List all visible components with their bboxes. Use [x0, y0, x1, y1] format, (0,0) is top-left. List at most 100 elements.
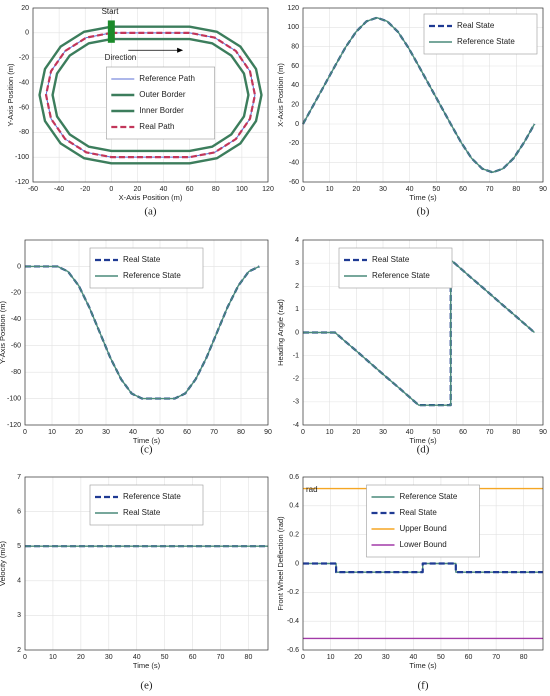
y-tick-label: 5 — [17, 543, 21, 550]
series-line — [25, 265, 260, 400]
y-tick-label: 0 — [295, 560, 299, 567]
x-tick-label: 30 — [379, 429, 387, 436]
y-tick-label: 0 — [295, 121, 299, 128]
y-tick-label: 3 — [17, 612, 21, 619]
series-line — [38, 25, 263, 165]
x-tick-label: 40 — [409, 654, 417, 661]
legend-label: Reference State — [372, 271, 430, 280]
x-tick-label: 70 — [486, 429, 494, 436]
x-tick-label: 40 — [133, 654, 141, 661]
y-tick-label: -100 — [15, 154, 29, 161]
x-tick-label: 20 — [75, 429, 83, 436]
x-tick-label: 80 — [237, 429, 245, 436]
panel-label: (c) — [140, 444, 153, 456]
y-tick-label: 3 — [295, 260, 299, 267]
x-tick-label: 30 — [382, 654, 390, 661]
legend-label: Real State — [123, 255, 161, 264]
legend-label: Real Path — [139, 122, 174, 131]
x-tick-label: 30 — [379, 186, 387, 193]
legend-label: Real State — [372, 255, 410, 264]
x-tick-label: 20 — [134, 186, 142, 193]
x-tick-label: 50 — [432, 429, 440, 436]
y-tick-label: 80 — [291, 44, 299, 51]
y-tick-label: -0.4 — [287, 618, 299, 625]
x-axis-label: Time (s) — [409, 661, 437, 670]
legend-box — [423, 13, 538, 55]
legend-box — [89, 484, 204, 526]
legend-box — [89, 247, 204, 289]
annotation: Direction — [105, 53, 137, 62]
y-tick-label: -80 — [19, 129, 29, 136]
x-tick-label: 50 — [156, 429, 164, 436]
x-tick-label: 80 — [512, 186, 520, 193]
y-tick-label: -60 — [11, 343, 21, 350]
x-axis-label: Time (s) — [409, 436, 437, 445]
panel-label: (e) — [140, 680, 153, 692]
x-tick-label: 10 — [327, 654, 335, 661]
x-tick-label: 90 — [539, 429, 547, 436]
x-tick-label: 10 — [48, 429, 56, 436]
y-tick-label: -120 — [15, 179, 29, 186]
legend: Reference State Real State Upper Bound Lowe… — [366, 484, 480, 558]
x-tick-label: 80 — [520, 654, 528, 661]
y-tick-label: 1 — [295, 306, 299, 313]
x-tick-label: 40 — [129, 429, 137, 436]
y-tick-label: 0.6 — [289, 474, 299, 481]
y-tick-label: -80 — [11, 369, 21, 376]
legend: Reference Path Outer Border Inner Border Re… — [106, 66, 216, 140]
y-tick-label: 2 — [17, 647, 21, 654]
x-axis-label: Time (s) — [133, 661, 161, 670]
legend: Reference State Real State — [89, 484, 204, 526]
x-tick-label: 120 — [262, 186, 274, 193]
y-tick-label: 2 — [295, 283, 299, 290]
x-tick-label: 50 — [432, 186, 440, 193]
y-tick-label: 6 — [17, 508, 21, 515]
annotation: Start — [102, 7, 120, 16]
x-tick-label: 20 — [352, 186, 360, 193]
y-tick-label: 4 — [17, 578, 21, 585]
x-tick-label: -20 — [80, 186, 90, 193]
legend-label: Real State — [400, 508, 438, 517]
x-tick-label: 70 — [210, 429, 218, 436]
y-tick-label: -40 — [289, 160, 299, 167]
x-tick-label: 80 — [245, 654, 253, 661]
legend-label: Reference State — [123, 492, 181, 501]
x-tick-label: 30 — [102, 429, 110, 436]
x-tick-label: 50 — [161, 654, 169, 661]
y-tick-label: -20 — [19, 55, 29, 62]
y-tick-label: -20 — [289, 140, 299, 147]
x-axis-label: Time (s) — [409, 193, 437, 202]
x-tick-label: 90 — [264, 429, 272, 436]
plot-frame — [302, 476, 544, 651]
x-tick-label: -40 — [54, 186, 64, 193]
y-tick-label: -40 — [11, 316, 21, 323]
y-tick-label: -20 — [11, 290, 21, 297]
series-line — [302, 16, 536, 174]
y-tick-label: -60 — [19, 104, 29, 111]
x-tick-label: 20 — [77, 654, 85, 661]
y-tick-label: 4 — [295, 237, 299, 244]
y-tick-label: 60 — [291, 63, 299, 70]
x-tick-label: 70 — [217, 654, 225, 661]
x-axis-label: Time (s) — [133, 436, 161, 445]
legend-label: Real State — [457, 21, 495, 30]
x-tick-label: 10 — [326, 186, 334, 193]
x-tick-label: 90 — [539, 186, 547, 193]
y-tick-label: 100 — [287, 24, 299, 31]
legend: Real State Reference State — [423, 13, 538, 55]
panel-label: (b) — [417, 206, 430, 218]
y-axis-label: X-Axis Position (m) — [276, 63, 285, 127]
y-tick-label: -60 — [289, 179, 299, 186]
y-tick-label: 0.4 — [289, 503, 299, 510]
y-axis-label: Velocity (m/s) — [0, 540, 7, 586]
legend-label: Reference Path — [139, 74, 195, 83]
x-tick-label: 0 — [301, 186, 305, 193]
x-tick-label: 100 — [236, 186, 248, 193]
legend-label: Reference State — [457, 37, 515, 46]
x-tick-label: 10 — [49, 654, 57, 661]
y-tick-label: 0 — [17, 263, 21, 270]
arrow-head — [177, 47, 184, 53]
y-tick-label: -4 — [293, 422, 299, 429]
start-marker — [107, 20, 115, 43]
